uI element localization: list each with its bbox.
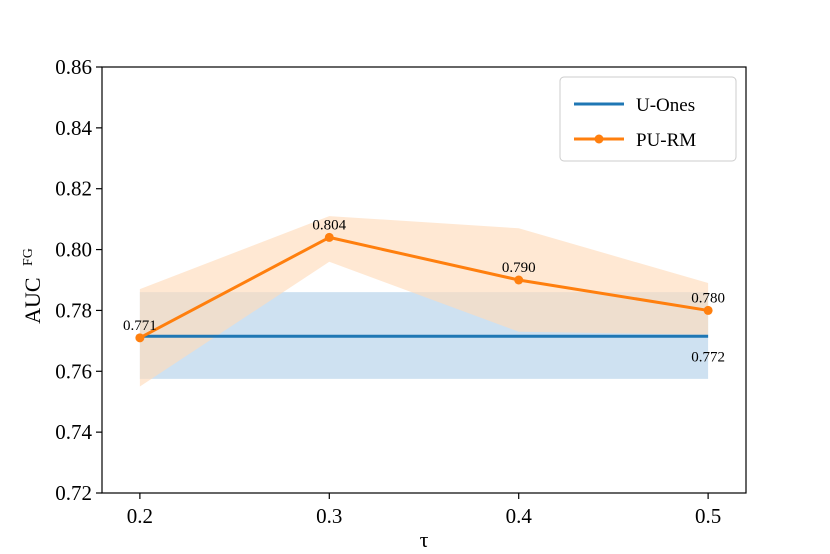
data-label: 0.780 — [691, 290, 725, 306]
y-axis-label-main: AUC — [20, 277, 45, 323]
data-label: 0.790 — [502, 260, 536, 276]
point-pu-rm-1 — [324, 232, 334, 242]
x-tick-label: 0.2 — [127, 504, 153, 528]
x-axis-label: τ — [420, 527, 429, 552]
plot-frame — [101, 66, 747, 494]
confidence-bands — [139, 216, 709, 387]
data-annotations: 0.772 0.771 0.804 0.790 0.780 — [123, 217, 725, 365]
band-pu-rm — [139, 216, 709, 387]
y-tick-label: 0.78 — [55, 298, 92, 322]
data-label: 0.771 — [123, 318, 157, 334]
y-tick-label: 0.74 — [55, 420, 92, 444]
x-tick-label: 0.5 — [695, 504, 721, 528]
y-tick-label: 0.82 — [55, 177, 92, 201]
data-label: 0.772 — [691, 349, 725, 365]
data-label: 0.804 — [312, 217, 346, 233]
axes — [101, 66, 747, 494]
x-axis-ticks: 0.2 0.3 0.4 0.5 — [127, 493, 721, 528]
point-pu-rm-0 — [135, 333, 145, 343]
y-axis-ticks: 0.72 0.74 0.76 0.78 0.80 0.82 0.84 0.86 — [55, 55, 102, 505]
y-tick-label: 0.80 — [55, 238, 92, 262]
x-tick-label: 0.3 — [316, 504, 342, 528]
legend-label-u-ones: U-Ones — [636, 95, 695, 116]
point-pu-rm-2 — [514, 275, 524, 285]
y-tick-label: 0.86 — [55, 55, 92, 79]
y-tick-label: 0.76 — [55, 359, 92, 383]
y-axis-label-superscript: FG — [21, 248, 36, 266]
y-axis-label: AUC FG — [20, 248, 45, 324]
point-pu-rm-3 — [703, 305, 713, 315]
y-tick-label: 0.72 — [55, 481, 92, 505]
legend-marker-pu-rm — [594, 134, 604, 144]
x-tick-label: 0.4 — [506, 504, 533, 528]
y-tick-label: 0.84 — [55, 116, 92, 140]
series-lines — [135, 232, 713, 343]
legend: U-Ones PU-RM — [559, 76, 737, 162]
legend-label-pu-rm: PU-RM — [636, 130, 696, 151]
series-line-pu-rm — [139, 235, 709, 340]
